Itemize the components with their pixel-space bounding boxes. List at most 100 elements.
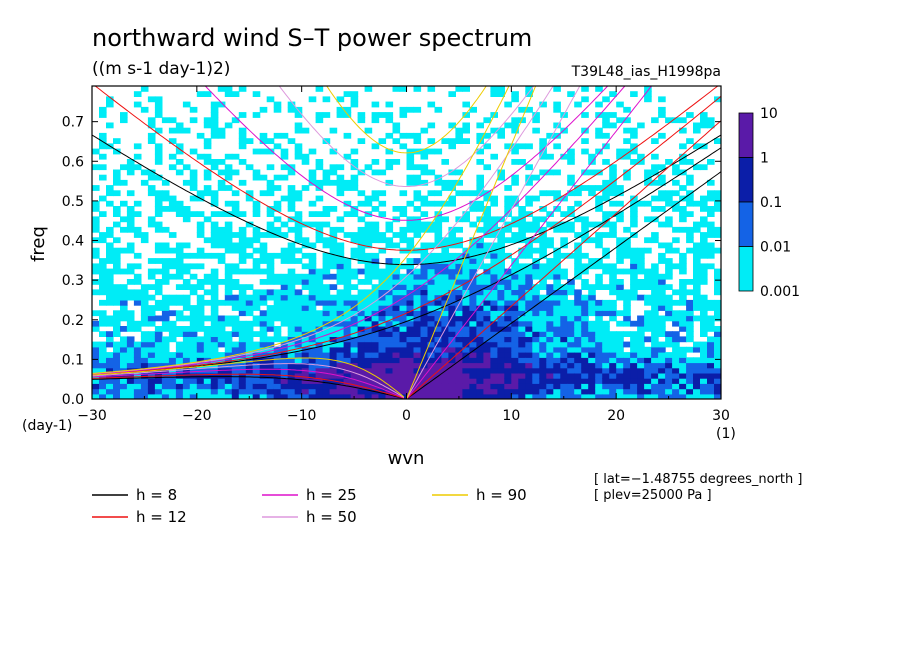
contour-cell (504, 211, 512, 217)
contour-cell (113, 190, 121, 197)
contour-cell (630, 216, 638, 223)
contour-cell (294, 148, 303, 155)
contour-cell (245, 237, 254, 244)
contour-cell (693, 367, 701, 374)
contour-cell (427, 341, 436, 348)
contour-cell (168, 247, 177, 254)
contour-cell (546, 294, 554, 301)
contour-cell (553, 341, 561, 348)
contour-cell (231, 247, 240, 254)
contour-cell (539, 273, 547, 280)
contour-cell (147, 122, 156, 129)
contour-cell (623, 299, 631, 306)
contour-cell (273, 367, 282, 374)
contour-cell (175, 331, 184, 337)
contour-cell (462, 326, 470, 332)
contour-cell (266, 362, 275, 369)
contour-cell (462, 86, 470, 92)
contour-cell (448, 367, 456, 374)
contour-cell (399, 341, 408, 348)
contour-cell (539, 232, 547, 238)
contour-cell (175, 273, 184, 280)
contour-cell (392, 352, 401, 358)
contour-cell (217, 101, 226, 108)
contour-cell (371, 268, 380, 275)
dispersion-curve-mrg (92, 86, 554, 375)
colorbar-label: 0.1 (760, 195, 782, 211)
contour-cell (203, 169, 212, 176)
contour-cell (301, 393, 310, 399)
contour-cell (364, 372, 373, 379)
contour-cell (567, 341, 575, 348)
contour-cell (336, 393, 345, 399)
contour-cell (252, 112, 261, 118)
contour-cell (427, 310, 436, 317)
contour-cell (707, 122, 715, 129)
contour-cell (448, 143, 456, 150)
spectrum-contours (92, 86, 721, 399)
contour-cell (532, 305, 540, 311)
contour-cell (420, 127, 429, 134)
contour-cell (99, 211, 107, 217)
contour-cell (448, 357, 456, 364)
contour-cell (350, 383, 359, 390)
contour-cell (546, 190, 554, 197)
contour-cell (595, 273, 603, 280)
contour-cell (595, 320, 603, 327)
contour-cell (252, 232, 261, 238)
contour-cell (546, 132, 554, 139)
contour-cell (357, 117, 366, 124)
contour-cell (378, 357, 387, 364)
contour-cell (658, 132, 666, 139)
contour-cell (92, 310, 100, 317)
contour-cell (182, 315, 191, 322)
contour-cell (322, 174, 331, 181)
contour-cell (147, 388, 156, 395)
contour-cell (392, 320, 401, 327)
contour-cell (238, 86, 247, 92)
contour-cell (245, 252, 254, 259)
contour-cell (462, 331, 470, 337)
contour-cell (560, 211, 568, 217)
contour-cell (399, 237, 408, 244)
contour-cell (329, 362, 338, 369)
contour-cell (120, 336, 128, 343)
contour-cell (644, 169, 652, 176)
contour-cell (350, 159, 359, 165)
contour-cell (294, 190, 303, 197)
contour-cell (120, 352, 128, 358)
contour-cell (665, 388, 673, 395)
contour-cell (553, 289, 561, 296)
contour-cell (602, 326, 610, 332)
contour-cell (113, 367, 121, 374)
contour-cell (497, 284, 505, 290)
contour-cell (686, 315, 694, 322)
contour-cell (175, 299, 184, 306)
contour-cell (672, 263, 680, 270)
contour-cell (147, 352, 156, 358)
contour-cell (525, 341, 533, 348)
contour-cell (322, 341, 331, 348)
contour-cell (560, 305, 568, 311)
contour-cell (266, 393, 275, 399)
contour-cell (371, 341, 380, 348)
contour-cell (532, 372, 540, 379)
contour-cell (469, 284, 477, 290)
contour-cell (364, 242, 373, 249)
contour-cell (350, 247, 359, 254)
contour-cell (497, 132, 505, 139)
contour-cell (259, 258, 268, 264)
contour-cell (602, 383, 610, 390)
contour-cell (469, 268, 477, 275)
contour-cell (182, 352, 191, 358)
contour-cell (532, 331, 540, 337)
contour-cell (630, 284, 638, 290)
contour-cell (581, 331, 589, 337)
contour-cell (266, 206, 275, 212)
contour-cell (693, 305, 701, 311)
contour-cell (343, 211, 352, 217)
contour-cell (378, 388, 387, 395)
contour-cell (280, 393, 289, 399)
contour-cell (553, 393, 561, 399)
contour-cell (490, 305, 498, 311)
